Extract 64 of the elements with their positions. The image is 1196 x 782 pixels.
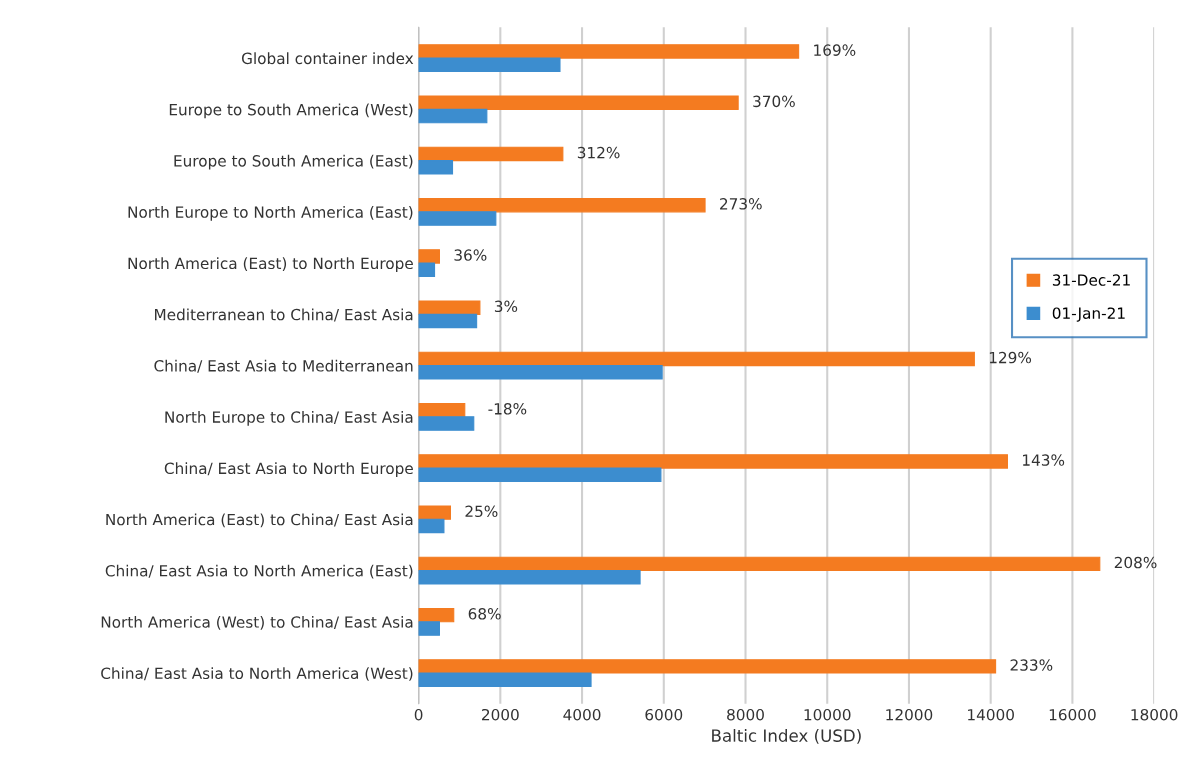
annotation: 169% — [814, 44, 856, 56]
annotation: 25% — [465, 505, 498, 518]
annotation: 68% — [468, 608, 501, 620]
x-tick-label: 12000 — [886, 708, 933, 721]
bar — [418, 659, 997, 674]
x-tick-label: 16000 — [1049, 708, 1096, 721]
x-tick-label: 8000 — [727, 708, 764, 721]
y-tick-label: China/ East Asia to North America (East) — [105, 564, 413, 579]
y-tick-label: North America (East) to North Europe — [128, 257, 413, 273]
bar — [418, 365, 663, 380]
legend-label: 31-Dec-21 — [1052, 274, 1130, 286]
y-tick-label: Europe to South America (West) — [169, 103, 413, 119]
bar — [418, 672, 592, 687]
annotation: 233% — [1010, 659, 1053, 671]
y-tick-label: Mediterranean to China/ East Asia — [155, 308, 413, 322]
x-tick-label: 6000 — [645, 708, 683, 721]
x-tick-label: 4000 — [563, 708, 601, 721]
annotation: 370% — [753, 95, 795, 108]
x-axis-title: Baltic Index (USD) — [712, 729, 861, 744]
y-tick-label: North Europe to China/ East Asia — [165, 411, 413, 426]
annotation: 129% — [989, 351, 1032, 364]
x-tick-label: 10000 — [804, 708, 851, 721]
bar — [418, 556, 1101, 572]
bar — [418, 197, 706, 213]
y-tick-label: China/ East Asia to North Europe — [164, 462, 413, 478]
bar — [418, 160, 454, 175]
bar — [418, 95, 739, 110]
bar — [418, 416, 475, 431]
y-tick-label: Europe to South America (East) — [174, 154, 413, 170]
bar — [418, 44, 800, 59]
annotation: 36% — [454, 249, 487, 261]
bar — [418, 146, 564, 162]
bar — [418, 108, 488, 124]
y-tick-label: North America (East) to China/ East Asia — [106, 513, 413, 528]
legend-label: 01-Jan-21 — [1052, 307, 1125, 322]
bar — [418, 621, 440, 636]
bar — [418, 505, 452, 520]
annotation: 143% — [1023, 454, 1065, 466]
bar — [418, 300, 481, 315]
bar — [418, 57, 561, 72]
y-tick-label: Global container index — [241, 52, 414, 65]
x-tick-label: 14000 — [968, 708, 1014, 721]
bar — [418, 454, 1008, 469]
annotation: 208% — [1114, 556, 1157, 569]
x-tick-label: 0 — [414, 708, 423, 721]
bar — [418, 351, 975, 367]
bar — [418, 467, 662, 482]
y-tick-label: North America (West) to China/ East Asia — [101, 616, 413, 630]
y-tick-label: China/ East Asia to Mediterranean — [154, 359, 413, 373]
annotation: 273% — [720, 198, 762, 210]
x-tick-label: 18000 — [1131, 708, 1178, 721]
bar — [418, 262, 436, 277]
bar — [418, 607, 455, 623]
bar — [418, 249, 440, 264]
annotation: 3% — [494, 300, 518, 313]
bar — [418, 518, 445, 534]
bar — [418, 211, 497, 226]
annotation: -18% — [488, 403, 527, 415]
annotation: 312% — [577, 146, 620, 159]
bar — [418, 570, 641, 585]
y-tick-label: North Europe to North America (East) — [128, 206, 413, 221]
x-tick-label: 2000 — [482, 708, 519, 721]
y-tick-label: China/ East Asia to North America (West) — [101, 667, 413, 681]
bar — [418, 313, 478, 329]
